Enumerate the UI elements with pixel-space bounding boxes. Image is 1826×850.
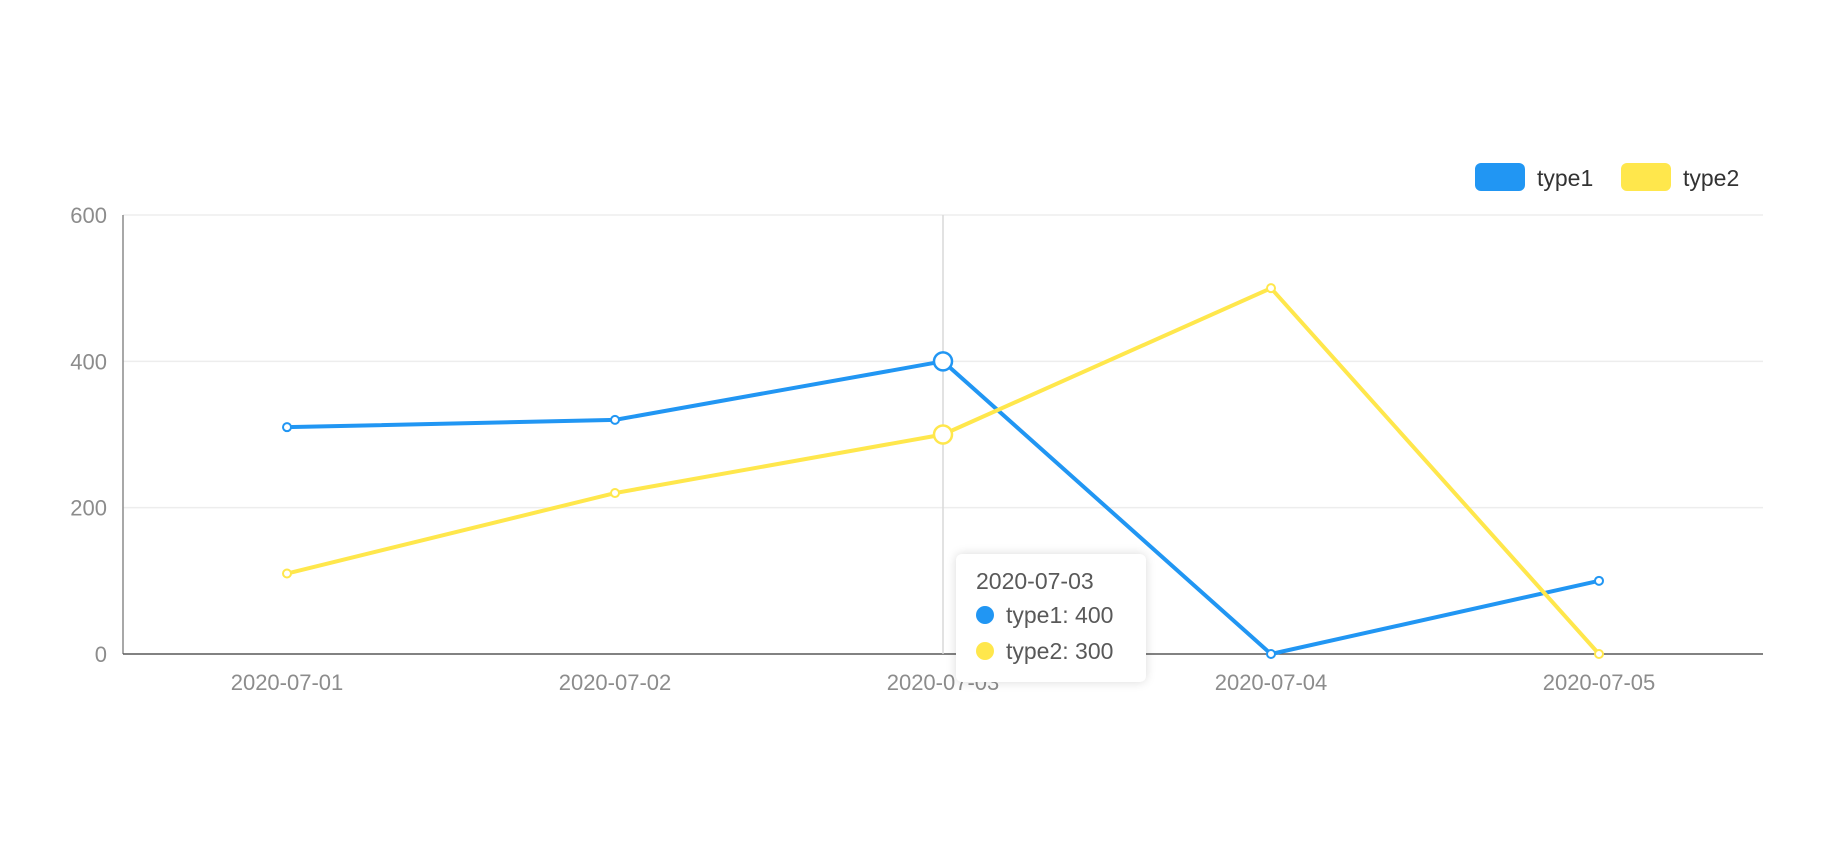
y-tick-label: 200 [70,496,107,521]
x-tick-label: 2020-07-01 [231,670,344,695]
legend-swatch-type2[interactable] [1621,163,1671,191]
y-tick-labels: 0 200 400 600 [70,203,107,667]
tooltip: 2020-07-03 type1: 400 type2: 300 [956,554,1146,682]
data-point-type1[interactable] [1594,575,1604,586]
data-point-type2[interactable] [932,424,954,445]
tooltip-row-type2: type2: 300 [976,638,1126,664]
data-point-type2[interactable] [1266,283,1276,294]
tooltip-label-type2: type2: 300 [1006,638,1114,664]
tooltip-dot-type2 [976,642,994,660]
data-point-type1[interactable] [282,422,292,433]
x-tick-label: 2020-07-04 [1215,670,1328,695]
data-point-type1[interactable] [932,351,954,372]
x-tick-labels: 2020-07-01 2020-07-02 2020-07-03 2020-07-04… [231,670,1656,695]
tooltip-title: 2020-07-03 [976,568,1094,594]
legend: type1 type2 [1475,163,1739,191]
y-tick-label: 400 [70,349,107,374]
legend-swatch-type1[interactable] [1475,163,1525,191]
data-point-type1[interactable] [610,414,620,425]
x-tick-label: 2020-07-02 [559,670,672,695]
tooltip-row-type1: type1: 400 [976,602,1126,628]
tooltip-dot-type1 [976,606,994,624]
legend-label-type1[interactable]: type1 [1537,165,1593,191]
data-point-type1[interactable] [1266,649,1276,659]
x-tick-label: 2020-07-05 [1543,670,1656,695]
tooltip-label-type1: type1: 400 [1006,602,1114,628]
data-point-type2[interactable] [610,488,620,499]
y-tick-label: 0 [95,642,107,667]
series-lines [282,283,1604,659]
legend-label-type2[interactable]: type2 [1683,165,1739,191]
data-point-type2[interactable] [1594,649,1604,659]
data-point-type2[interactable] [282,568,292,579]
y-tick-label: 600 [70,203,107,228]
